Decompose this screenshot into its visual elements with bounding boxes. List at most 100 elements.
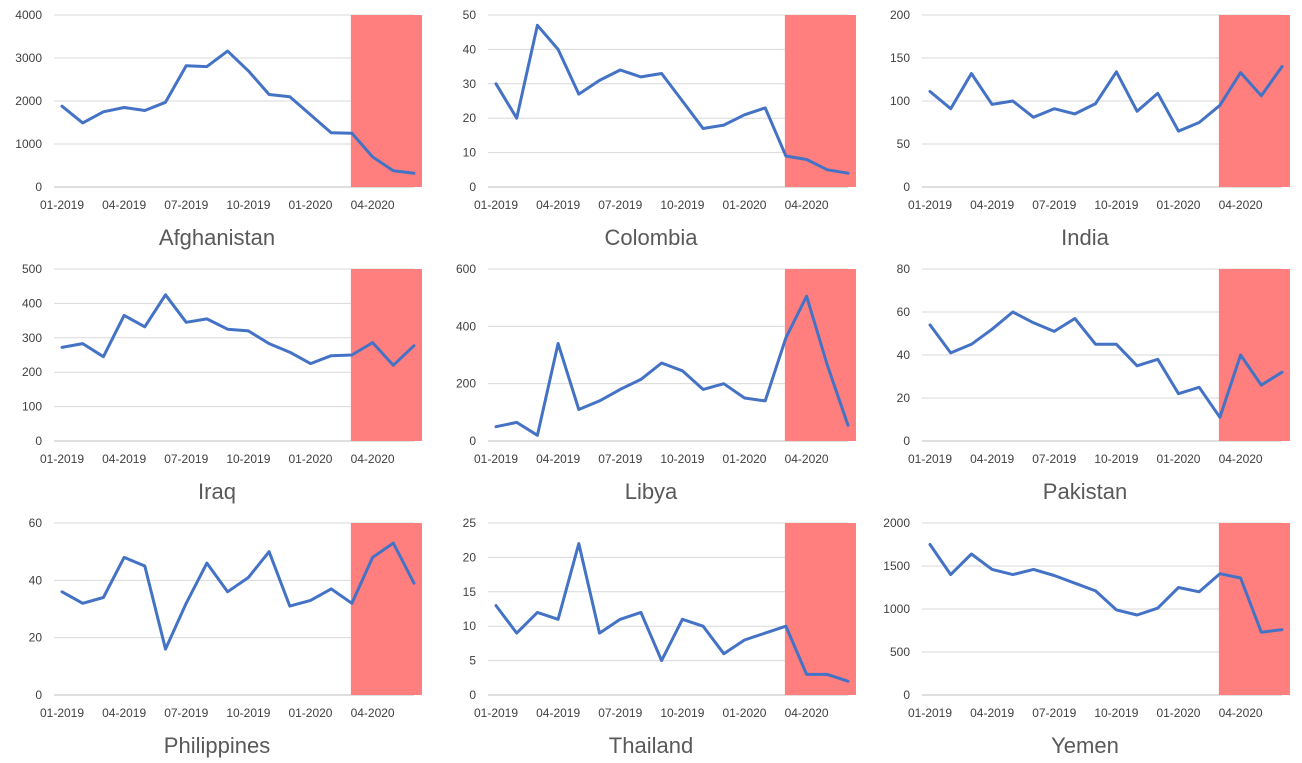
x-tick-label: 04-2020 bbox=[351, 198, 395, 212]
y-tick-label: 0 bbox=[469, 180, 476, 194]
x-tick-label: 07-2019 bbox=[164, 452, 208, 466]
y-tick-label: 3000 bbox=[15, 51, 42, 65]
chart-title: Pakistan bbox=[1042, 479, 1128, 504]
line-chart: 0 50 100 150 200 01-2019 04-2019 07-2019 10-2019… bbox=[890, 8, 1290, 212]
y-tick-label: 1000 bbox=[15, 137, 42, 151]
x-tick-label: 01-2019 bbox=[474, 198, 518, 212]
chart-panel: 0 10 20 30 40 50 01-2019 04-2019 07-2019 10-2019 0… bbox=[434, 1, 868, 255]
x-tick-label: 04-2020 bbox=[1219, 198, 1263, 212]
highlight-region bbox=[1218, 269, 1290, 441]
x-tick-label: 04-2019 bbox=[102, 198, 146, 212]
series-line bbox=[60, 541, 416, 651]
x-tick-label: 01-2020 bbox=[722, 198, 766, 212]
y-tick-label: 100 bbox=[22, 400, 42, 414]
y-tick-label: 0 bbox=[35, 688, 42, 702]
x-tick-label: 01-2020 bbox=[288, 706, 332, 720]
x-tick-label: 04-2020 bbox=[1219, 706, 1263, 720]
y-tick-label: 500 bbox=[22, 262, 42, 276]
x-tick-label: 01-2019 bbox=[908, 706, 952, 720]
x-tick-label: 04-2019 bbox=[102, 452, 146, 466]
y-tick-label: 40 bbox=[29, 573, 43, 587]
y-tick-label: 5 bbox=[469, 654, 476, 668]
y-tick-label: 1500 bbox=[883, 559, 910, 573]
y-tick-label: 50 bbox=[897, 137, 911, 151]
x-tick-label: 10-2019 bbox=[1094, 198, 1138, 212]
x-tick-label: 04-2020 bbox=[785, 452, 829, 466]
y-tick-label: 20 bbox=[29, 631, 43, 645]
chart-panel: 0 100 200 300 400 500 01-2019 04-2019 07-2019 10-… bbox=[0, 255, 434, 509]
y-tick-label: 60 bbox=[29, 516, 43, 530]
highlight-region bbox=[350, 269, 422, 441]
y-tick-label: 200 bbox=[456, 377, 476, 391]
y-tick-label: 400 bbox=[22, 296, 42, 310]
x-tick-label: 04-2020 bbox=[785, 706, 829, 720]
x-tick-label: 04-2020 bbox=[351, 452, 395, 466]
x-tick-label: 10-2019 bbox=[660, 198, 704, 212]
x-tick-label: 01-2019 bbox=[40, 706, 84, 720]
y-tick-label: 40 bbox=[463, 42, 477, 56]
x-tick-label: 01-2019 bbox=[474, 452, 518, 466]
series-line bbox=[494, 294, 850, 437]
chart-title: Libya bbox=[624, 479, 678, 504]
x-tick-label: 01-2019 bbox=[40, 198, 84, 212]
y-tick-label: 0 bbox=[903, 688, 910, 702]
x-tick-label: 07-2019 bbox=[598, 452, 642, 466]
y-tick-label: 150 bbox=[890, 51, 910, 65]
y-tick-label: 0 bbox=[469, 688, 476, 702]
x-tick-label: 01-2019 bbox=[908, 198, 952, 212]
x-tick-label: 07-2019 bbox=[598, 198, 642, 212]
x-tick-label: 01-2019 bbox=[40, 452, 84, 466]
y-tick-label: 400 bbox=[456, 319, 476, 333]
chart-title: Afghanistan bbox=[158, 225, 276, 250]
series-line bbox=[60, 293, 416, 367]
y-tick-label: 4000 bbox=[15, 8, 42, 22]
y-tick-label: 10 bbox=[463, 146, 477, 160]
x-tick-label: 10-2019 bbox=[226, 198, 270, 212]
y-tick-label: 100 bbox=[890, 94, 910, 108]
series-line bbox=[928, 65, 1284, 133]
x-tick-label: 01-2019 bbox=[908, 452, 952, 466]
line-chart: 0 10 20 30 40 50 01-2019 04-2019 07-2019 10-2019 0… bbox=[463, 8, 856, 212]
y-tick-label: 2000 bbox=[883, 516, 910, 530]
y-tick-label: 1000 bbox=[883, 602, 910, 616]
y-tick-label: 2000 bbox=[15, 94, 42, 108]
line-chart: 0 500 1000 1500 2000 01-2019 04-2019 07-2019 10-… bbox=[883, 516, 1290, 720]
x-tick-label: 01-2020 bbox=[288, 452, 332, 466]
x-tick-label: 04-2019 bbox=[536, 198, 580, 212]
y-tick-label: 300 bbox=[22, 331, 42, 345]
line-chart: 0 5 10 15 20 25 01-2019 04-2019 07-2019 10-2019 01… bbox=[463, 516, 856, 720]
y-tick-label: 10 bbox=[463, 619, 477, 633]
line-chart: 0 1000 2000 3000 4000 01-2019 04-2019 07-2019 10… bbox=[15, 8, 422, 212]
x-tick-label: 04-2019 bbox=[970, 706, 1014, 720]
highlight-region bbox=[784, 15, 856, 187]
chart-title: Colombia bbox=[604, 225, 698, 250]
y-tick-label: 30 bbox=[463, 77, 477, 91]
line-chart: 0 20 40 60 80 01-2019 04-2019 07-2019 10-2019 01-… bbox=[897, 262, 1290, 466]
highlight-region bbox=[1218, 15, 1290, 187]
line-chart: 0 100 200 300 400 500 01-2019 04-2019 07-2019 10-… bbox=[22, 262, 422, 466]
chart-title: Thailand bbox=[608, 733, 694, 758]
line-chart: 0 20 40 60 01-2019 04-2019 07-2019 10-2019 01-20… bbox=[29, 516, 422, 720]
x-tick-label: 07-2019 bbox=[164, 198, 208, 212]
x-tick-label: 04-2020 bbox=[351, 706, 395, 720]
x-tick-label: 01-2020 bbox=[1156, 452, 1200, 466]
x-tick-label: 07-2019 bbox=[1032, 706, 1076, 720]
x-tick-label: 01-2020 bbox=[1156, 706, 1200, 720]
x-tick-label: 04-2019 bbox=[970, 452, 1014, 466]
y-tick-label: 200 bbox=[890, 8, 910, 22]
series-line bbox=[928, 543, 1284, 634]
y-tick-label: 0 bbox=[903, 180, 910, 194]
x-tick-label: 10-2019 bbox=[660, 452, 704, 466]
chart-panel: 0 50 100 150 200 01-2019 04-2019 07-2019 10-2019… bbox=[868, 1, 1302, 255]
x-tick-label: 04-2020 bbox=[785, 198, 829, 212]
chart-panel: 0 500 1000 1500 2000 01-2019 04-2019 07-2019 10-… bbox=[868, 509, 1302, 763]
chart-title: India bbox=[1061, 225, 1109, 250]
series-line bbox=[60, 49, 416, 175]
x-tick-label: 01-2020 bbox=[1156, 198, 1200, 212]
x-tick-label: 01-2020 bbox=[722, 706, 766, 720]
series-line bbox=[494, 23, 850, 175]
y-tick-label: 40 bbox=[897, 348, 911, 362]
highlight-region bbox=[350, 15, 422, 187]
x-tick-label: 01-2019 bbox=[474, 706, 518, 720]
